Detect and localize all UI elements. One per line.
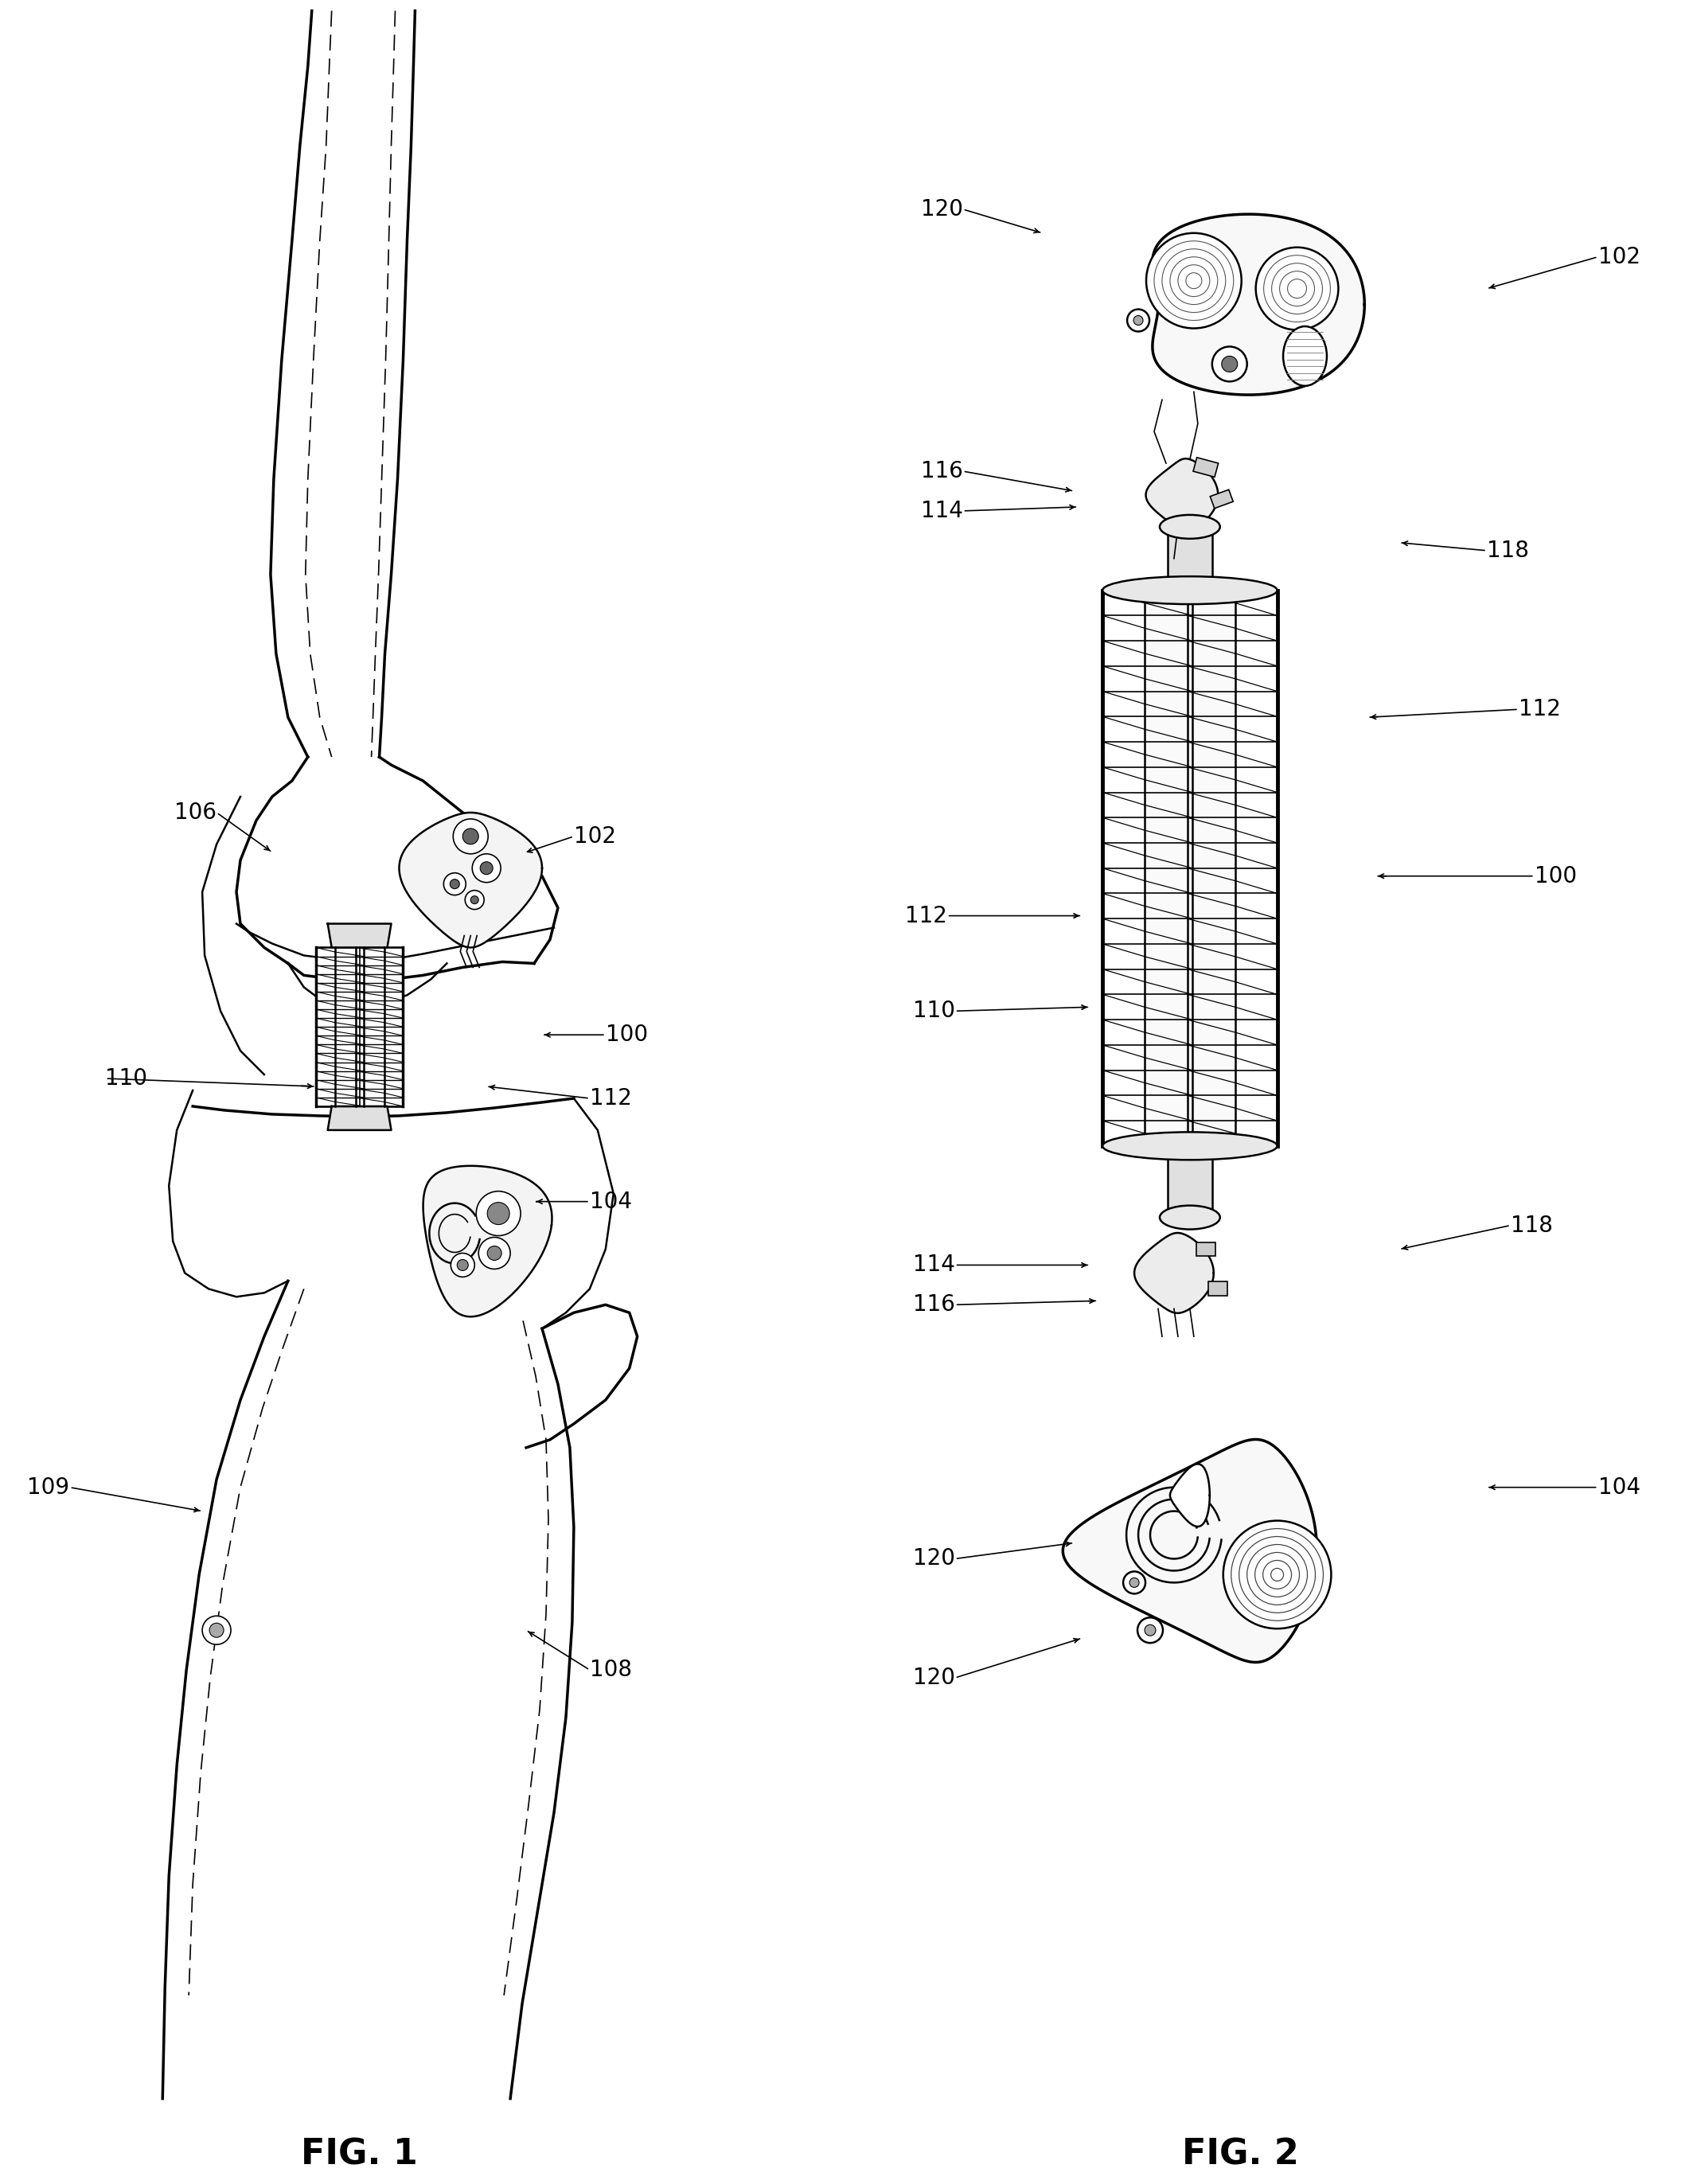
Polygon shape [328, 924, 392, 948]
Polygon shape [1168, 526, 1212, 590]
Text: 114: 114 [913, 1254, 955, 1275]
Text: 112: 112 [905, 904, 947, 926]
Polygon shape [355, 948, 384, 1107]
Circle shape [1123, 1572, 1145, 1594]
Text: 120: 120 [913, 1548, 955, 1570]
Ellipse shape [1103, 1131, 1278, 1160]
FancyBboxPatch shape [1210, 489, 1234, 509]
Polygon shape [1134, 1234, 1213, 1313]
Circle shape [1144, 1625, 1156, 1636]
Circle shape [1224, 1520, 1330, 1629]
Text: 106: 106 [175, 802, 217, 823]
Circle shape [1130, 1577, 1139, 1588]
Text: 116: 116 [913, 1293, 955, 1317]
Text: 110: 110 [913, 1000, 955, 1022]
Text: 109: 109 [27, 1476, 70, 1498]
Text: 116: 116 [921, 461, 962, 483]
Text: 120: 120 [913, 1666, 955, 1688]
Circle shape [1134, 317, 1144, 325]
Circle shape [1127, 310, 1149, 332]
Circle shape [1212, 347, 1247, 382]
Polygon shape [423, 1166, 552, 1317]
Polygon shape [399, 812, 541, 948]
Circle shape [1137, 1618, 1162, 1642]
Text: 104: 104 [1599, 1476, 1639, 1498]
Circle shape [450, 880, 460, 889]
Circle shape [472, 854, 501, 882]
Text: 108: 108 [589, 1660, 631, 1682]
Polygon shape [1168, 1147, 1212, 1216]
Polygon shape [1062, 1439, 1317, 1662]
Text: 114: 114 [921, 500, 962, 522]
Text: 118: 118 [1510, 1214, 1553, 1236]
Polygon shape [1103, 590, 1278, 1147]
Polygon shape [316, 948, 404, 1107]
Circle shape [465, 891, 484, 909]
Circle shape [480, 863, 492, 874]
Polygon shape [1145, 459, 1218, 531]
Polygon shape [1152, 214, 1364, 395]
Text: 100: 100 [606, 1024, 648, 1046]
Text: 104: 104 [589, 1190, 631, 1212]
Polygon shape [334, 948, 363, 1107]
Text: 120: 120 [921, 199, 962, 221]
Circle shape [443, 874, 467, 895]
Ellipse shape [1283, 325, 1327, 387]
Circle shape [479, 1238, 511, 1269]
FancyBboxPatch shape [1208, 1282, 1227, 1295]
Circle shape [487, 1203, 509, 1225]
Circle shape [451, 1254, 475, 1278]
Polygon shape [1144, 594, 1193, 1142]
Circle shape [470, 895, 479, 904]
Circle shape [453, 819, 489, 854]
Circle shape [209, 1623, 224, 1638]
Text: 110: 110 [105, 1068, 148, 1090]
Ellipse shape [1159, 1206, 1220, 1230]
Ellipse shape [1103, 577, 1278, 605]
Text: FIG. 1: FIG. 1 [300, 2138, 417, 2171]
Text: 112: 112 [589, 1088, 631, 1109]
Polygon shape [1188, 594, 1235, 1142]
Text: 100: 100 [1534, 865, 1577, 887]
Text: 112: 112 [1519, 699, 1561, 721]
Circle shape [1222, 356, 1237, 371]
FancyBboxPatch shape [1193, 456, 1218, 476]
Circle shape [1145, 234, 1242, 328]
Circle shape [477, 1190, 521, 1236]
Text: 102: 102 [1599, 247, 1639, 269]
Circle shape [1256, 247, 1339, 330]
Circle shape [456, 1260, 468, 1271]
Text: FIG. 2: FIG. 2 [1183, 2138, 1300, 2171]
Polygon shape [328, 1107, 392, 1129]
Circle shape [487, 1247, 502, 1260]
Circle shape [463, 828, 479, 845]
Ellipse shape [1159, 515, 1220, 539]
Text: 118: 118 [1487, 539, 1529, 561]
Text: 102: 102 [574, 826, 616, 847]
Polygon shape [1169, 1463, 1210, 1527]
Circle shape [202, 1616, 231, 1645]
FancyBboxPatch shape [1196, 1243, 1215, 1256]
